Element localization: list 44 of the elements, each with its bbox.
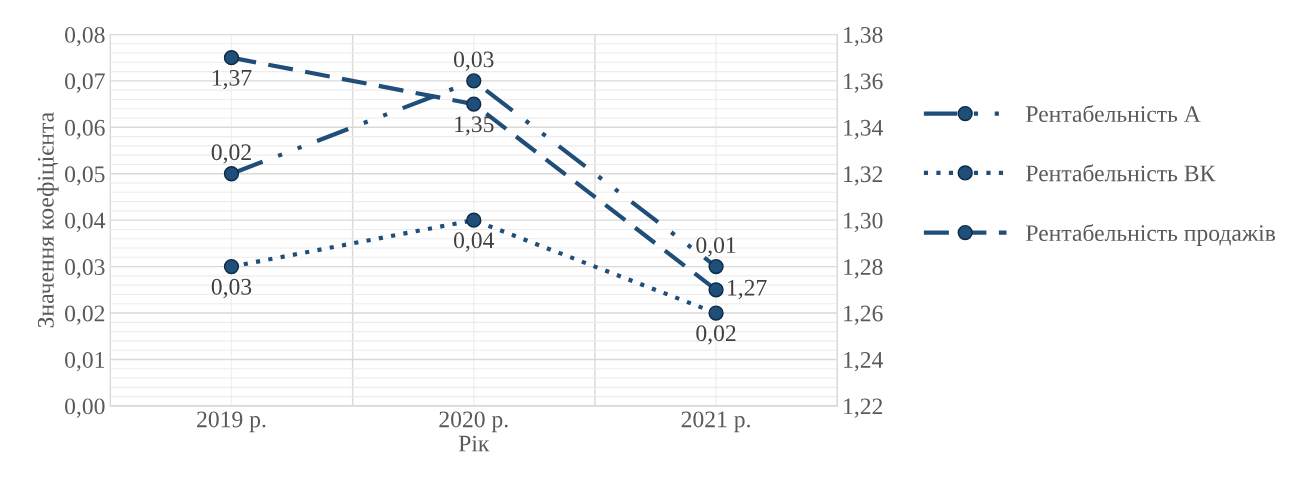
legend-label: Рентабельність ВК — [1026, 164, 1216, 182]
y-tick-label: 0,03 — [65, 259, 105, 279]
point — [708, 305, 724, 321]
data-label: 1,35 — [455, 116, 494, 136]
y2-tick-label: 1,38 — [844, 26, 883, 47]
y2-tick-label: 1,34 — [844, 119, 884, 140]
data-label: 0,04 — [454, 232, 495, 252]
y-tick-label: 0,06 — [65, 119, 105, 140]
point — [466, 73, 482, 89]
point — [223, 258, 240, 275]
y-tick-label: 0,02 — [65, 305, 105, 325]
annotation: 0,02 — [211, 144, 251, 164]
y-tick-label: 0,08 — [65, 26, 105, 47]
data-label: 0,02 — [696, 325, 736, 345]
x-axis-title: Рік — [458, 435, 490, 452]
y2-tick-label: 1,36 — [844, 73, 883, 93]
y-tick-label: 0,07 — [65, 73, 105, 93]
y2-tick-label: 1,28 — [844, 259, 883, 279]
annotation: 0,03 — [454, 51, 494, 71]
data-label: 0,03 — [211, 278, 252, 299]
x-tick-label: 2021 р. — [681, 411, 750, 433]
x-tick-label: 2019 р. — [197, 411, 266, 433]
data-label: 1,37 — [212, 69, 252, 90]
y-tick-label: 0,04 — [65, 212, 106, 232]
y-tick-label: 0,00 — [65, 398, 105, 418]
point — [466, 96, 482, 112]
point — [223, 50, 240, 66]
x-tick-label: 2020 р. — [439, 411, 508, 433]
legend-label: Рентабельність А — [1026, 104, 1201, 123]
point — [708, 258, 724, 275]
y-axis-title: Значення коефіцієнта — [37, 112, 59, 328]
legend-label: Рентабельність продажів — [1026, 223, 1276, 246]
y2-tick-label: 1,22 — [844, 398, 883, 418]
y-tick-label: 0,01 — [65, 351, 105, 372]
y2-tick-label: 1,24 — [844, 352, 884, 372]
y-tick-label: 0,05 — [65, 166, 105, 186]
data-label: 1,27 — [728, 279, 767, 300]
annotation: 0,01 — [696, 237, 736, 257]
point — [708, 282, 724, 298]
y2-tick-label: 1,26 — [844, 305, 883, 325]
y2-tick-label: 1,30 — [844, 212, 883, 232]
point — [466, 212, 482, 228]
point — [223, 166, 240, 182]
y2-tick-label: 1,32 — [844, 166, 883, 186]
